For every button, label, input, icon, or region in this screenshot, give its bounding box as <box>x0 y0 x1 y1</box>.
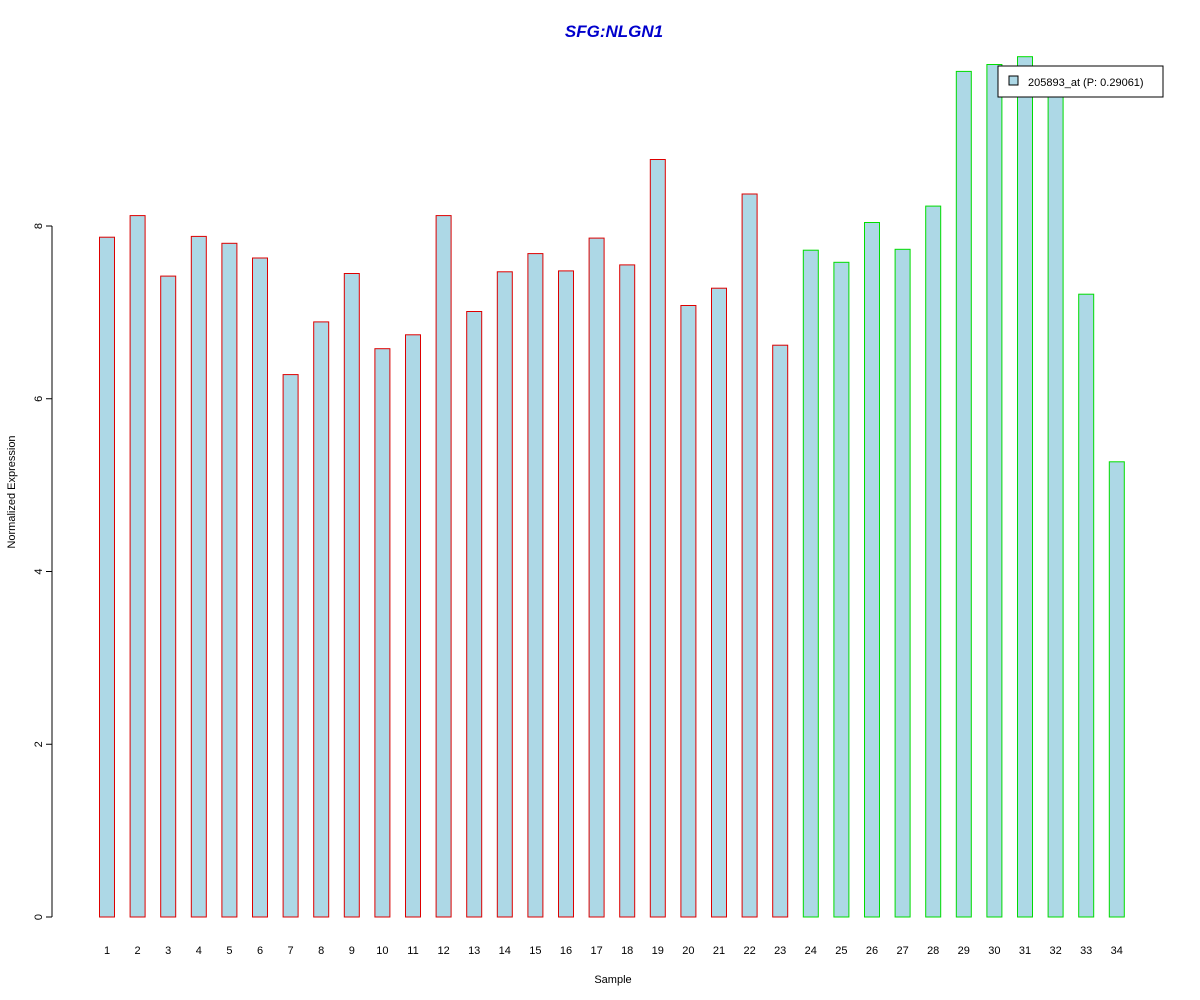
y-tick-label: 6 <box>33 396 45 402</box>
x-tick-label: 18 <box>621 945 633 957</box>
x-tick-label: 29 <box>958 945 970 957</box>
x-tick-label: 30 <box>988 945 1000 957</box>
legend-swatch <box>1008 75 1019 86</box>
x-tick-label: 4 <box>196 945 202 957</box>
bar-sample-14 <box>496 271 513 918</box>
legend-label: 205893_at (P: 0.29061) <box>1028 77 1144 89</box>
bar-sample-6 <box>252 257 268 918</box>
y-tick-label: 4 <box>33 568 45 574</box>
x-tick-label: 25 <box>835 945 847 957</box>
x-tick-label: 27 <box>896 945 908 957</box>
x-tick-label: 7 <box>288 945 294 957</box>
x-tick-label: 6 <box>257 945 263 957</box>
x-tick-label: 16 <box>560 945 572 957</box>
x-tick-label: 8 <box>318 945 324 957</box>
bar-sample-32 <box>1047 87 1064 918</box>
bar-sample-30 <box>986 64 1003 918</box>
x-tick-label: 34 <box>1111 945 1123 957</box>
bar-sample-2 <box>129 215 146 918</box>
y-tick-label: 2 <box>33 741 45 747</box>
x-tick-label: 23 <box>774 945 786 957</box>
bar-sample-28 <box>925 205 942 918</box>
bar-sample-29 <box>955 70 972 918</box>
y-tick-label: 8 <box>33 223 45 229</box>
bar-sample-3 <box>160 275 177 918</box>
bar-sample-16 <box>558 270 574 918</box>
x-tick-label: 33 <box>1080 945 1092 957</box>
x-tick-label: 11 <box>407 945 418 957</box>
x-tick-label: 28 <box>927 945 939 957</box>
bar-sample-20 <box>680 305 697 918</box>
x-axis-label: Sample <box>594 974 631 986</box>
y-axis-label: Normalized Expression <box>6 435 18 548</box>
x-tick-label: 2 <box>135 945 141 957</box>
bar-sample-33 <box>1078 293 1095 918</box>
x-tick-label: 9 <box>349 945 355 957</box>
bar-sample-13 <box>466 311 483 918</box>
bar-sample-18 <box>619 264 636 918</box>
x-tick-label: 24 <box>805 945 817 957</box>
x-tick-label: 22 <box>743 945 755 957</box>
bar-sample-1 <box>99 236 115 918</box>
bar-sample-34 <box>1108 461 1125 918</box>
x-tick-label: 5 <box>226 945 232 957</box>
bars <box>99 56 1125 918</box>
bar-sample-4 <box>190 235 207 918</box>
bar-sample-8 <box>313 321 330 918</box>
x-tick-label: 10 <box>376 945 388 957</box>
bar-sample-11 <box>405 334 421 918</box>
x-tick-labels: 1 2 3 4 5 6 7 8 9 10 11 12 13 14 15 16 17 18 19 20 21 22 23 24 2… <box>104 945 1123 957</box>
bar-sample-21 <box>711 287 727 918</box>
bar-sample-17 <box>588 237 605 918</box>
bar-sample-12 <box>435 215 452 918</box>
legend-box <box>997 65 1164 98</box>
x-tick-label: 3 <box>165 945 171 957</box>
bar-sample-7 <box>282 374 299 918</box>
y-axis: 0 2 4 6 8 <box>33 223 53 920</box>
bar-sample-5 <box>221 242 238 918</box>
x-tick-label: 1 <box>104 945 110 957</box>
bar-sample-27 <box>894 248 911 918</box>
x-tick-label: 31 <box>1019 945 1031 957</box>
y-tick-label: 0 <box>33 914 45 920</box>
bar-sample-15 <box>527 253 544 918</box>
legend: 205893_at (P: 0.29061) <box>997 65 1164 98</box>
x-tick-label: 13 <box>468 945 480 957</box>
bar-sample-24 <box>802 249 819 918</box>
bar-sample-31 <box>1017 56 1033 918</box>
x-tick-label: 32 <box>1049 945 1061 957</box>
x-tick-label: 17 <box>590 945 602 957</box>
x-tick-label: 14 <box>499 945 511 957</box>
x-tick-label: 19 <box>652 945 664 957</box>
bar-sample-9 <box>343 273 360 918</box>
x-tick-label: 12 <box>437 945 449 957</box>
x-tick-label: 15 <box>529 945 541 957</box>
x-tick-label: 21 <box>713 945 725 957</box>
x-tick-label: 20 <box>682 945 694 957</box>
chart-title: SFG:NLGN1 <box>565 22 663 41</box>
x-tick-label: 26 <box>866 945 878 957</box>
bar-sample-10 <box>374 348 391 918</box>
bar-sample-23 <box>772 344 789 918</box>
bar-sample-22 <box>741 193 758 918</box>
bar-sample-19 <box>649 159 666 918</box>
bar-sample-26 <box>864 222 880 918</box>
bar-sample-25 <box>833 261 850 918</box>
